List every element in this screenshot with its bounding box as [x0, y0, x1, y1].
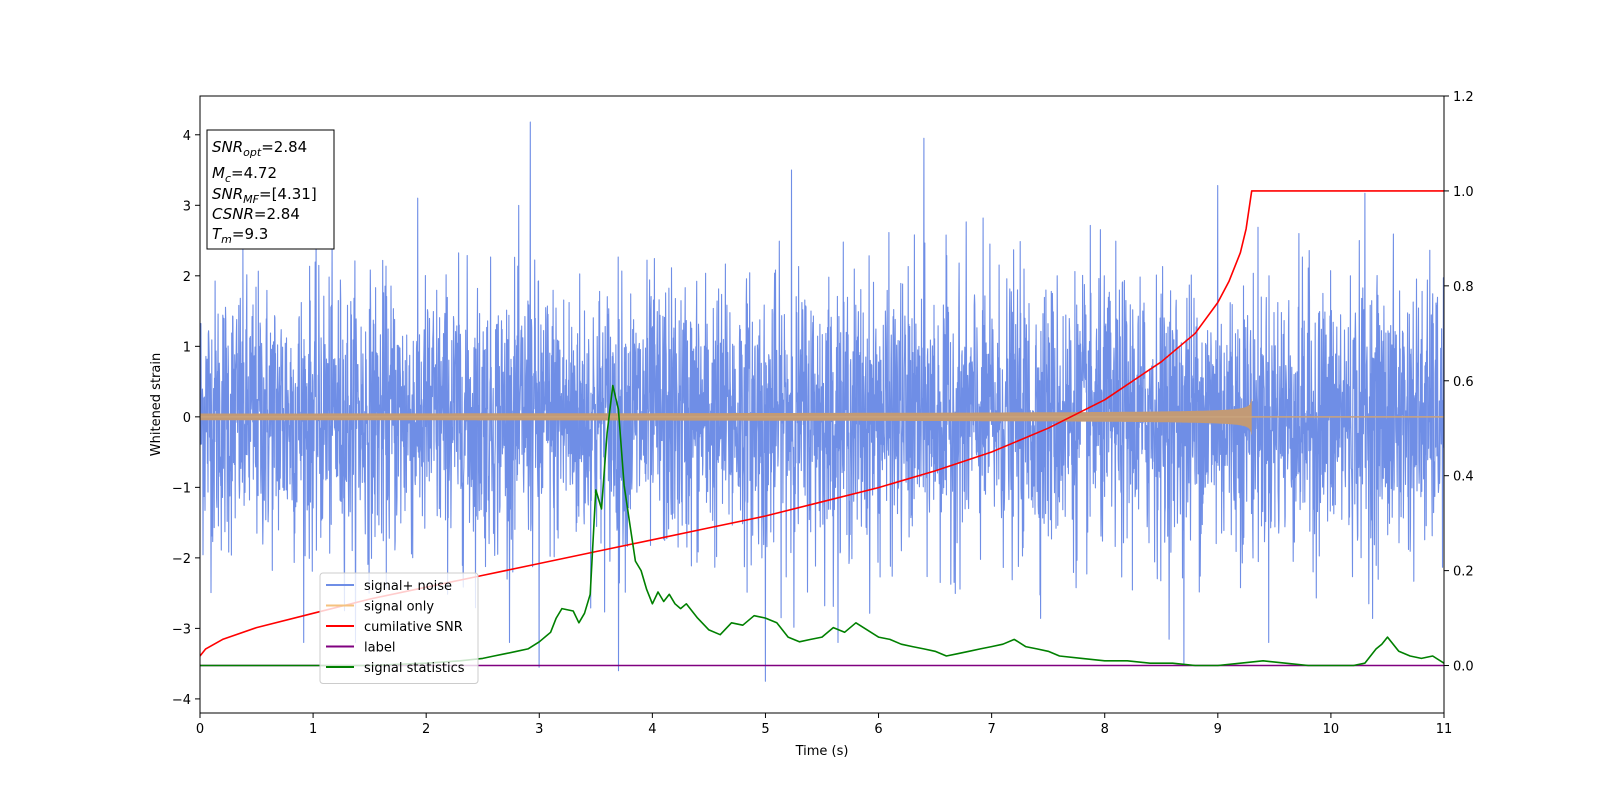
x-tick-label: 5 [761, 722, 769, 737]
legend-entry: signal+ noise [326, 579, 452, 594]
info-line: SNRMF=[4.31] [212, 185, 317, 206]
y2-tick-label: 1.0 [1453, 185, 1474, 200]
y-tick-label: −4 [172, 693, 191, 708]
legend-box [319, 572, 479, 684]
legend-label: signal statistics [364, 661, 465, 676]
y2-tick-label: 1.2 [1453, 90, 1474, 105]
y-tick-label: 2 [183, 270, 191, 285]
y2-tick-label: 0.4 [1453, 470, 1474, 485]
legend-entry: label [326, 641, 395, 656]
info-line: Mc=4.72 [212, 164, 277, 185]
y2-tick-label: 0.0 [1453, 660, 1474, 675]
x-tick-label: 6 [874, 722, 882, 737]
x-tick-label: 9 [1214, 722, 1222, 737]
info-line: CSNR=2.84 [212, 205, 300, 223]
info-line: Tm=9.3 [212, 225, 268, 246]
info-line: SNRopt=2.84 [212, 138, 307, 159]
legend: signal+ noise signal only cumilative SNR la… [319, 572, 479, 684]
legend-entry: signal only [326, 600, 434, 615]
x-tick-label: 7 [987, 722, 995, 737]
y2-tick-label: 0.6 [1453, 375, 1474, 390]
y2-tick-label: 0.8 [1453, 280, 1474, 295]
x-tick-label: 8 [1101, 722, 1109, 737]
x-axis-label: Time (s) [795, 744, 849, 759]
x-tick-label: 0 [196, 722, 204, 737]
x-tick-label: 11 [1436, 722, 1453, 737]
legend-label: signal only [364, 600, 434, 615]
info-box-frame [206, 129, 335, 250]
y-tick-label: 3 [183, 199, 191, 214]
legend-label: cumilative SNR [364, 620, 463, 635]
x-tick-label: 2 [422, 722, 430, 737]
y-tick-label: −3 [172, 622, 191, 637]
y-tick-label: −2 [172, 552, 191, 567]
legend-entry: cumilative SNR [326, 620, 463, 635]
x-tick-label: 4 [648, 722, 656, 737]
series-signal-statistics [200, 384, 1444, 667]
y-tick-label: 1 [183, 340, 191, 355]
x-tick-label: 1 [309, 722, 317, 737]
legend-label: signal+ noise [364, 579, 452, 594]
x-tick-label: 10 [1323, 722, 1340, 737]
y-axis-label: Whitened strain [149, 353, 164, 456]
y-tick-label: −1 [172, 481, 191, 496]
y2-tick-label: 0.2 [1453, 565, 1474, 580]
axes: 0 1 2 3 4 5 6 7 8 9 10 11 −4 −3 −2 −1 0 1 2 3 4 0.0 0.2 0.4 0.6 0… [149, 90, 1474, 759]
y-tick-label: 4 [183, 129, 191, 144]
legend-label: label [364, 641, 395, 656]
legend-entry: signal statistics [326, 661, 465, 676]
x-tick-label: 3 [535, 722, 543, 737]
y-tick-label: 0 [183, 411, 191, 426]
plot-frame [199, 95, 1445, 714]
